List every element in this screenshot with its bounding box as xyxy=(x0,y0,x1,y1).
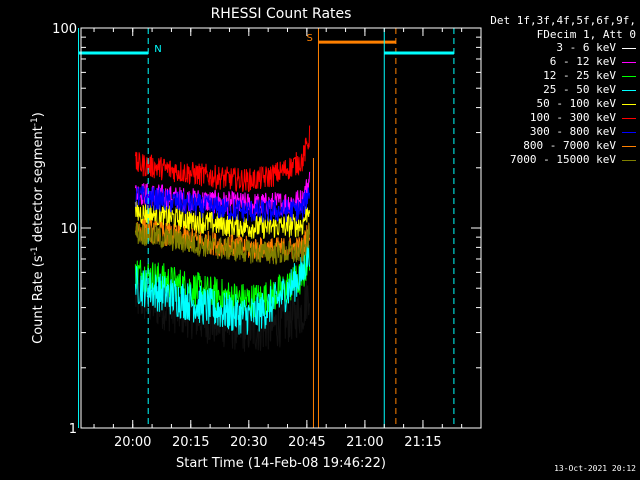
legend-swatch xyxy=(622,117,636,119)
legend-swatch xyxy=(622,61,636,63)
x-tick-label: 21:00 xyxy=(346,435,383,450)
legend-entry: 7000 - 15000 keV xyxy=(510,153,636,166)
legend-entry: 50 - 100 keV xyxy=(537,97,636,110)
y-tick-label: 100 xyxy=(52,22,77,37)
y-tick-label: 1 xyxy=(69,422,77,437)
chart-title: RHESSI Count Rates xyxy=(211,6,352,22)
y-axis-label: Count Rate (s-1 detector segment-1) xyxy=(30,112,46,344)
x-tick-label: 20:45 xyxy=(288,435,325,450)
x-tick-label: 20:30 xyxy=(230,435,267,450)
legend-swatch xyxy=(622,159,636,161)
series-line-8 xyxy=(134,222,311,266)
legend-label: 800 - 7000 keV xyxy=(523,139,616,152)
series-line-3 xyxy=(134,236,311,335)
interval-label-0: N xyxy=(154,44,161,55)
legend-swatch xyxy=(622,103,636,105)
legend-label: 300 - 800 keV xyxy=(529,125,616,138)
legend-swatch xyxy=(622,75,636,77)
legend-header-line-2: FDecim 1, Att 0 xyxy=(536,28,636,41)
series-line-0 xyxy=(134,273,311,352)
legend-entry: 100 - 300 keV xyxy=(530,111,636,124)
legend-label: 3 - 6 keV xyxy=(556,41,616,54)
legend-label: 7000 - 15000 keV xyxy=(510,153,616,166)
legend-entry: 12 - 25 keV xyxy=(543,69,636,82)
legend-entry: 25 - 50 keV xyxy=(543,83,636,96)
legend-swatch xyxy=(622,131,636,133)
legend-label: 50 - 100 keV xyxy=(536,97,616,110)
x-tick-label: 20:00 xyxy=(114,435,151,450)
legend-label: 6 - 12 keV xyxy=(549,55,616,68)
legend-label: 12 - 25 keV xyxy=(543,69,616,82)
legend-swatch xyxy=(622,145,636,147)
legend-header-line-1: Det 1f,3f,4f,5f,6f,9f, xyxy=(490,14,636,27)
legend-swatch xyxy=(622,89,636,91)
series-line-6 xyxy=(135,185,311,223)
legend-entry: 3 - 6 keV xyxy=(556,41,636,54)
footer-date: 13-Oct-2021 20:12 xyxy=(554,464,636,473)
legend-entry: 300 - 800 keV xyxy=(530,125,636,138)
legend-label: 100 - 300 keV xyxy=(529,111,616,124)
legend-swatch xyxy=(622,47,636,49)
interval-label-1: S xyxy=(306,33,312,44)
x-tick-label: 20:15 xyxy=(172,435,209,450)
legend-entry: 800 - 7000 keV xyxy=(523,139,636,152)
y-tick-label: 10 xyxy=(60,222,77,237)
series-line-5 xyxy=(134,125,311,193)
x-axis-label: Start Time (14-Feb-08 19:46:22) xyxy=(176,456,386,471)
legend-entry: 6 - 12 keV xyxy=(550,55,636,68)
legend-label: 25 - 50 keV xyxy=(543,83,616,96)
x-tick-label: 21:15 xyxy=(404,435,441,450)
